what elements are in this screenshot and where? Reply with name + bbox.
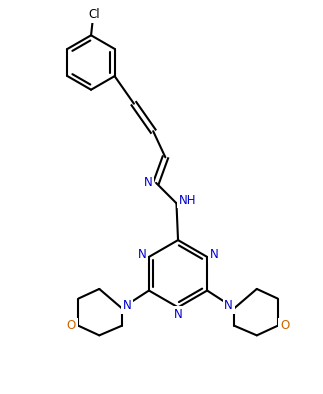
Text: N: N xyxy=(123,299,132,312)
Text: N: N xyxy=(144,177,152,190)
Text: N: N xyxy=(138,248,146,261)
Text: Cl: Cl xyxy=(89,8,100,21)
Text: O: O xyxy=(280,319,289,332)
Text: N: N xyxy=(174,308,182,321)
Text: N: N xyxy=(224,299,233,312)
Text: NH: NH xyxy=(179,193,196,206)
Text: O: O xyxy=(67,319,76,332)
Text: N: N xyxy=(210,248,219,261)
